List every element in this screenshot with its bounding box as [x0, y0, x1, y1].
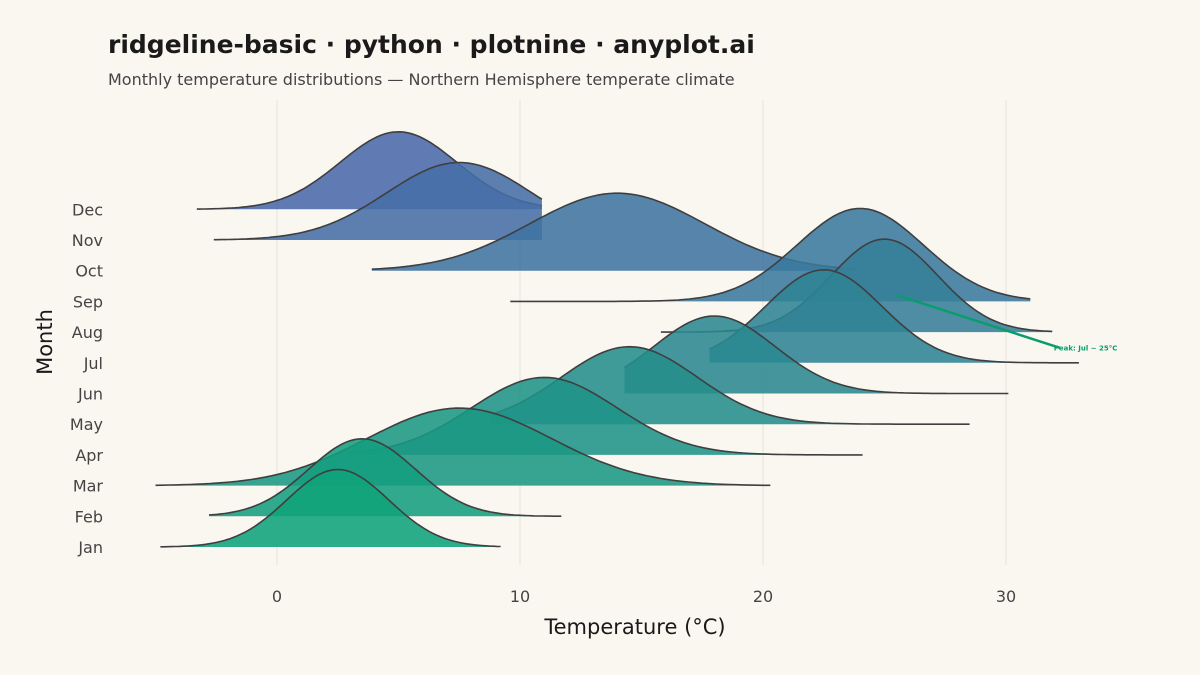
y-tick-nov: Nov [72, 231, 103, 250]
ridge-outline-feb [208, 437, 562, 517]
x-tick-20: 20 [753, 587, 773, 606]
y-tick-feb: Feb [75, 507, 103, 526]
chart-title: ridgeline-basic · python · plotnine · an… [108, 30, 755, 59]
ridge-oct [371, 193, 858, 271]
chart-subtitle: Monthly temperature distributions — Nort… [108, 70, 735, 89]
ridge-nov [213, 162, 542, 240]
ridges [155, 130, 1079, 548]
ridge-outline-jul [709, 268, 1079, 364]
x-tick-labels: 0 10 20 30 [272, 587, 1016, 606]
y-tick-jul: Jul [83, 354, 103, 373]
y-tick-jan: Jan [77, 538, 103, 557]
ridge-jun [624, 316, 1009, 394]
ridge-jul [709, 269, 1079, 363]
annotation-arrow [896, 293, 1061, 349]
ridge-outline-sep [510, 207, 1031, 303]
y-tick-dec: Dec [72, 200, 103, 219]
y-tick-apr: Apr [75, 446, 103, 465]
y-tick-mar: Mar [73, 477, 104, 496]
y-tick-may: May [70, 415, 103, 434]
ridge-mar [155, 408, 771, 486]
ridge-outline-jun [624, 315, 1009, 395]
y-tick-aug: Aug [72, 323, 103, 342]
ridge-outline-oct [371, 192, 858, 270]
ridge-outline-jan [160, 468, 501, 548]
y-tick-oct: Oct [75, 262, 103, 281]
y-axis-label: Month [33, 309, 57, 375]
annotation-label: Peak: Jul ~ 25°C [1054, 344, 1118, 352]
annotations: Peak: Jul ~ 25°C [896, 293, 1118, 352]
ridge-outline-nov [213, 161, 543, 241]
grid-lines [276, 100, 1007, 565]
x-tick-0: 0 [272, 587, 282, 606]
ridge-outline-mar [155, 407, 771, 487]
y-tick-labels: Jan Feb Mar Apr May Jun Jul Aug Sep Oct Nov Dec [70, 200, 104, 557]
x-axis-label: Temperature (°C) [543, 615, 725, 639]
y-tick-sep: Sep [73, 292, 103, 311]
x-tick-10: 10 [510, 587, 530, 606]
ridge-jan [160, 469, 501, 547]
y-tick-jun: Jun [77, 385, 103, 404]
ridge-outline-may [490, 345, 970, 425]
x-tick-30: 30 [996, 587, 1016, 606]
